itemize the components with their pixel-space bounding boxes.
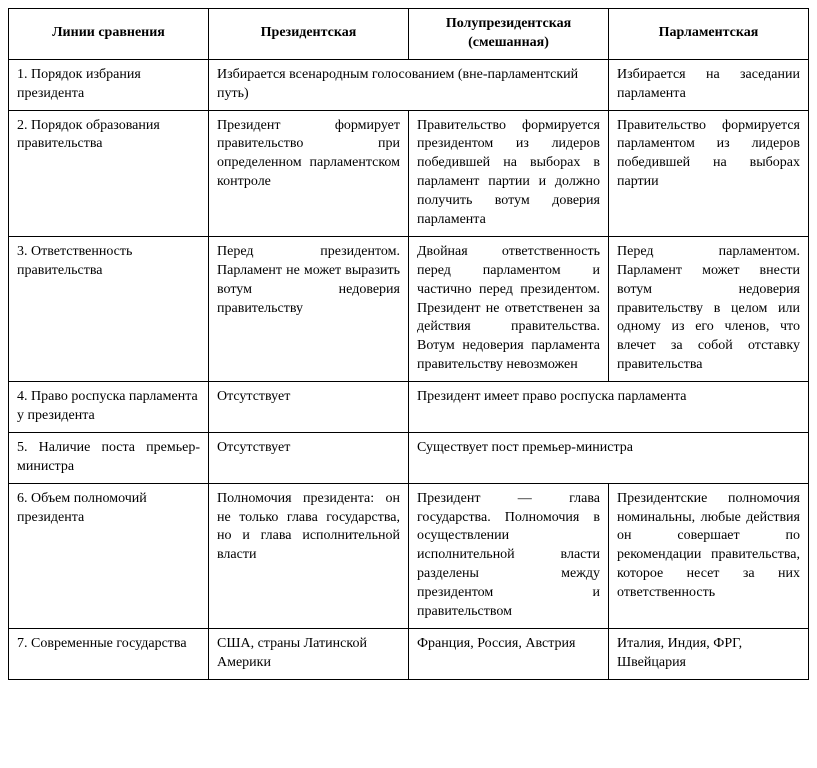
row5-pres: Отсутствует	[209, 432, 409, 483]
table-row: 2. Порядок образования правительства Пре…	[9, 110, 809, 236]
row1-label: 1. Порядок избрания президента	[9, 59, 209, 110]
header-parliamentary: Парламентская	[609, 9, 809, 60]
row2-semi: Правительство формируется президентом из…	[409, 110, 609, 236]
row2-label: 2. Порядок образования правительства	[9, 110, 209, 236]
row3-parl: Перед парламентом. Парламент может внест…	[609, 236, 809, 381]
row5-label: 5. Наличие поста премьер-министра	[9, 432, 209, 483]
row2-pres: Президент формирует правительство при оп…	[209, 110, 409, 236]
row2-parl: Правительство формируется парламентом из…	[609, 110, 809, 236]
comparison-table: Линии сравнения Президентская Полупрезид…	[8, 8, 809, 680]
row3-pres: Перед президентом. Парламент не может вы…	[209, 236, 409, 381]
row7-label: 7. Современные государства	[9, 628, 209, 679]
header-presidential: Президентская	[209, 9, 409, 60]
row4-merged: Президент имеет право роспуска парламент…	[409, 382, 809, 433]
row4-pres: Отсутствует	[209, 382, 409, 433]
row6-semi: Президент — глава государства. Полномочи…	[409, 483, 609, 628]
row6-pres: Полномочия президента: он не только глав…	[209, 483, 409, 628]
row1-merged: Избирается всенародным голосованием (вне…	[209, 59, 609, 110]
table-row: 5. Наличие поста премьер-министра Отсутс…	[9, 432, 809, 483]
table-row: 3. Ответственность правительства Перед п…	[9, 236, 809, 381]
row3-label: 3. Ответственность правительства	[9, 236, 209, 381]
row6-label: 6. Объем полномочий президента	[9, 483, 209, 628]
header-criteria: Линии сравнения	[9, 9, 209, 60]
table-row: 4. Право роспуска парламента у президент…	[9, 382, 809, 433]
table-row: 6. Объем полномочий президента Полномочи…	[9, 483, 809, 628]
row6-parl: Президентские полномочия номинальны, люб…	[609, 483, 809, 628]
row7-pres: США, страны Латинской Америки	[209, 628, 409, 679]
row7-semi: Франция, Россия, Австрия	[409, 628, 609, 679]
table-row: 1. Порядок избрания президента Избираетс…	[9, 59, 809, 110]
row7-parl: Италия, Индия, ФРГ, Швейцария	[609, 628, 809, 679]
table-row: 7. Современные государства США, страны Л…	[9, 628, 809, 679]
row3-semi: Двойная ответственность перед парламенто…	[409, 236, 609, 381]
table-header-row: Линии сравнения Президентская Полупрезид…	[9, 9, 809, 60]
row5-merged: Существует пост премьер-министра	[409, 432, 809, 483]
row4-label: 4. Право роспуска парламента у президент…	[9, 382, 209, 433]
header-semi: Полупрезидентская (смешанная)	[409, 9, 609, 60]
row1-parl: Избирается на заседании парламента	[609, 59, 809, 110]
